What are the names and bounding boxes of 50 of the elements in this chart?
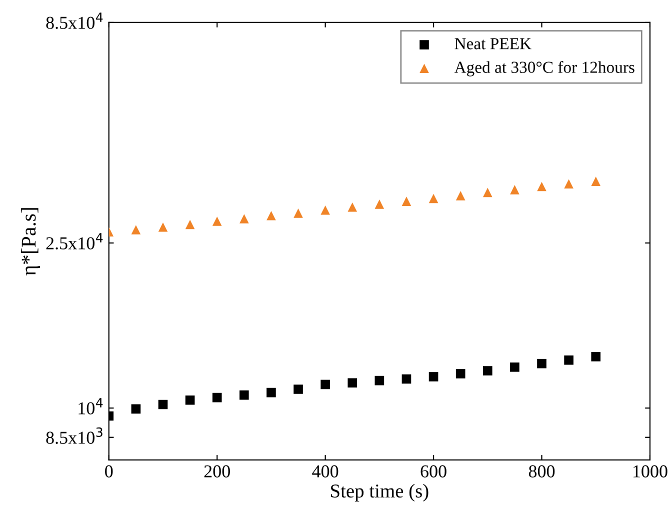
legend-label: Neat PEEK [454,38,532,50]
x-tick-label: 1000 [633,465,668,478]
point [131,404,141,414]
point [428,194,438,204]
point [482,188,492,198]
point [402,374,412,384]
point [591,352,601,362]
point [212,392,222,402]
point [374,376,384,386]
x-tick-label: 600 [420,465,446,478]
y-tick-label: 8.5x10$^{3}$ [46,427,102,444]
point [456,191,466,200]
point [320,380,330,390]
x-tick-label: 0 [105,465,113,478]
point [537,182,546,192]
point [266,210,276,220]
point [348,202,358,212]
y-tick-label: 2.5x10$^{4}$ [46,233,103,250]
point [428,372,438,382]
point [374,200,384,209]
point [131,225,141,234]
x-tick-label: 200 [204,465,230,478]
point [239,390,249,400]
point [510,362,520,372]
point [158,222,168,232]
point [294,208,303,218]
point [185,395,195,405]
point [348,378,358,388]
point [185,220,195,230]
y-tick-label: 8.5x10$^{4}$ [46,12,103,29]
point [212,216,222,226]
x-tick-label: 800 [528,465,555,478]
point [591,176,601,186]
point [482,366,492,376]
point [564,355,574,365]
point [456,369,466,378]
y-axis-title: η*[Pa.s] [21,208,40,276]
point [564,179,574,189]
point [510,185,520,194]
point [537,358,546,368]
y-tick-label: 10$^{4}$ [78,398,103,414]
legend-label: Aged at 330°C for 12hours [454,61,634,76]
point [239,214,249,224]
x-tick-label: 400 [312,465,338,478]
point [294,384,303,394]
x-axis-title: Step time (s) [331,484,428,502]
point [158,400,168,410]
point [402,196,412,206]
point [266,388,276,398]
point [320,205,330,215]
